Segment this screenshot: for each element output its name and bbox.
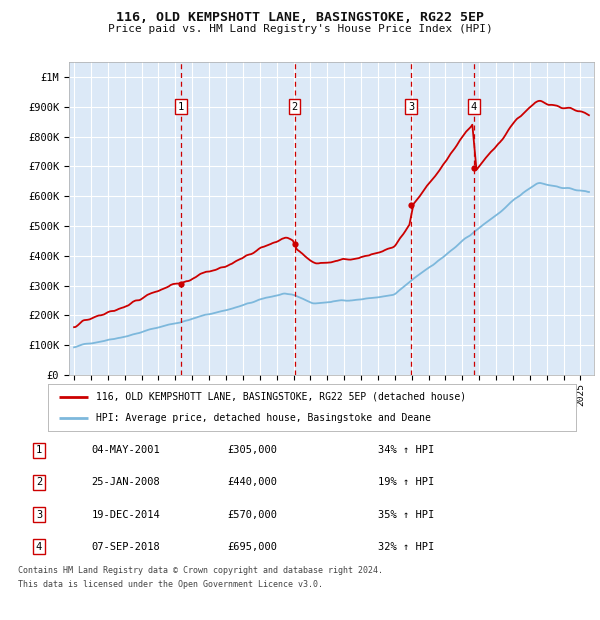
Text: 116, OLD KEMPSHOTT LANE, BASINGSTOKE, RG22 5EP: 116, OLD KEMPSHOTT LANE, BASINGSTOKE, RG…	[116, 11, 484, 24]
Text: 2: 2	[292, 102, 298, 112]
Text: 04-MAY-2001: 04-MAY-2001	[92, 445, 160, 455]
Text: 35% ↑ HPI: 35% ↑ HPI	[378, 510, 434, 520]
Text: Price paid vs. HM Land Registry's House Price Index (HPI): Price paid vs. HM Land Registry's House …	[107, 24, 493, 33]
Text: £695,000: £695,000	[227, 542, 277, 552]
Text: 34% ↑ HPI: 34% ↑ HPI	[378, 445, 434, 455]
Text: 19% ↑ HPI: 19% ↑ HPI	[378, 477, 434, 487]
Text: 1: 1	[36, 445, 42, 455]
Text: 4: 4	[36, 542, 42, 552]
Text: 3: 3	[408, 102, 414, 112]
Text: £570,000: £570,000	[227, 510, 277, 520]
Text: 32% ↑ HPI: 32% ↑ HPI	[378, 542, 434, 552]
Text: 4: 4	[470, 102, 477, 112]
Text: 25-JAN-2008: 25-JAN-2008	[92, 477, 160, 487]
Text: 3: 3	[36, 510, 42, 520]
Text: 2: 2	[36, 477, 42, 487]
Text: 07-SEP-2018: 07-SEP-2018	[92, 542, 160, 552]
Text: HPI: Average price, detached house, Basingstoke and Deane: HPI: Average price, detached house, Basi…	[95, 414, 430, 423]
Text: £305,000: £305,000	[227, 445, 277, 455]
Text: This data is licensed under the Open Government Licence v3.0.: This data is licensed under the Open Gov…	[18, 580, 323, 589]
Text: 116, OLD KEMPSHOTT LANE, BASINGSTOKE, RG22 5EP (detached house): 116, OLD KEMPSHOTT LANE, BASINGSTOKE, RG…	[95, 392, 466, 402]
Text: 1: 1	[178, 102, 184, 112]
Text: 19-DEC-2014: 19-DEC-2014	[92, 510, 160, 520]
Text: £440,000: £440,000	[227, 477, 277, 487]
Text: Contains HM Land Registry data © Crown copyright and database right 2024.: Contains HM Land Registry data © Crown c…	[18, 566, 383, 575]
